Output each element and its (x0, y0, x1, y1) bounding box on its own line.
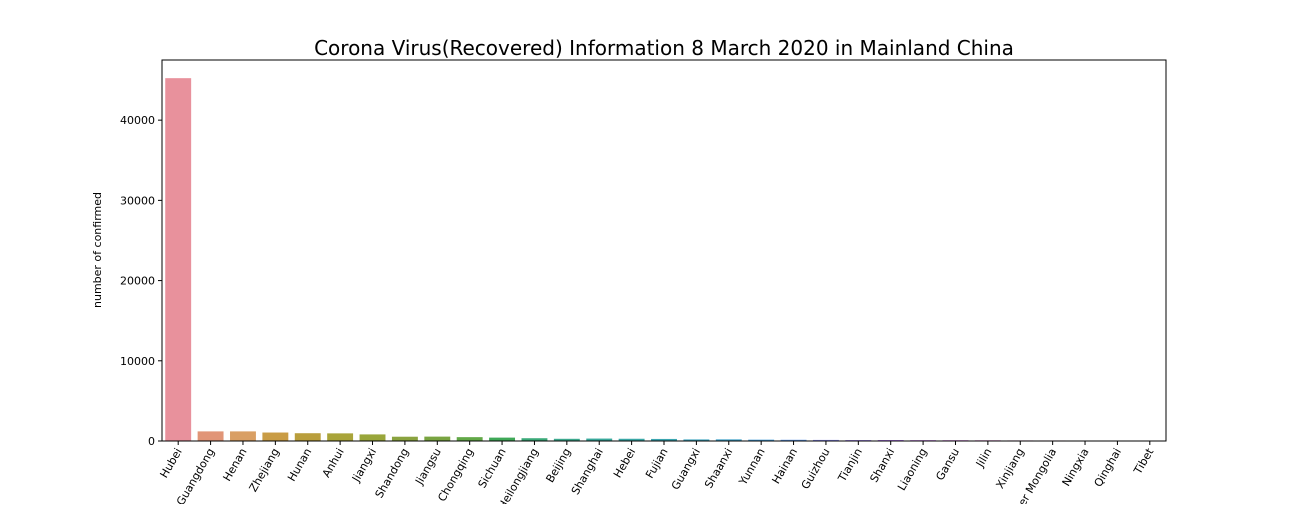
x-tick-label: Guangxi (669, 446, 703, 492)
x-tick-label: Gansu (933, 446, 962, 483)
y-axis: 0 10000 20000 30000 40000 (120, 114, 162, 448)
x-tick-label: Xinjiang (993, 446, 1026, 491)
y-tick-label: 20000 (120, 275, 155, 288)
x-tick-label: Tianjin (835, 446, 865, 485)
plot-frame (162, 60, 1166, 441)
x-tick-label: Tibet (1131, 445, 1157, 477)
bar-hubei (165, 78, 191, 441)
x-tick-label: Shaanxi (702, 446, 735, 491)
x-tick-label: Beijing (543, 446, 573, 485)
x-tick-label: Guizhou (799, 446, 833, 491)
bar-jiangsu (424, 437, 450, 441)
bar-jiangxi (360, 434, 386, 441)
x-tick-label: Liaoning (895, 446, 930, 493)
x-tick-label: Hebei (611, 446, 638, 480)
bar-shandong (392, 437, 418, 441)
x-tick-label: Zhejiang (247, 446, 282, 494)
x-tick-label: Hunan (285, 446, 314, 484)
x-tick-label: Jiangxi (349, 446, 379, 485)
bar-anhui (327, 433, 353, 441)
bar-hunan (295, 433, 321, 441)
x-tick-label: Hubei (158, 446, 185, 480)
x-tick-label: Shanxi (867, 446, 897, 485)
bar-sichuan (489, 438, 515, 441)
x-tick-label: Anhui (320, 446, 347, 480)
x-tick-label: Jiangsu (412, 446, 444, 488)
y-axis-label: number of confirmed (91, 192, 104, 308)
y-tick-label: 30000 (120, 194, 155, 207)
chart-title: Corona Virus(Recovered) Information 8 Ma… (314, 36, 1014, 60)
bar-guangdong (198, 431, 224, 441)
x-tick-label: Ningxia (1060, 446, 1092, 488)
x-tick-label: Yunnan (736, 446, 768, 488)
x-tick-label: Henan (220, 446, 249, 483)
x-tick-label: Hainan (770, 446, 801, 486)
x-tick-label: Sichuan (476, 446, 509, 490)
x-tick-label: Shandong (373, 446, 412, 500)
x-tick-label: Fujian (643, 446, 671, 481)
y-tick-label: 0 (148, 435, 155, 448)
bar-chongqing (457, 437, 483, 441)
x-tick-label: Qinghai (1092, 446, 1124, 489)
bars-group (165, 78, 1163, 441)
bar-henan (230, 431, 256, 441)
bar-zhejiang (262, 433, 288, 441)
y-tick-label: 40000 (120, 114, 155, 127)
y-tick-label: 10000 (120, 355, 155, 368)
x-tick-label: Jilin (973, 446, 994, 470)
x-tick-label: Shanghai (569, 446, 606, 497)
